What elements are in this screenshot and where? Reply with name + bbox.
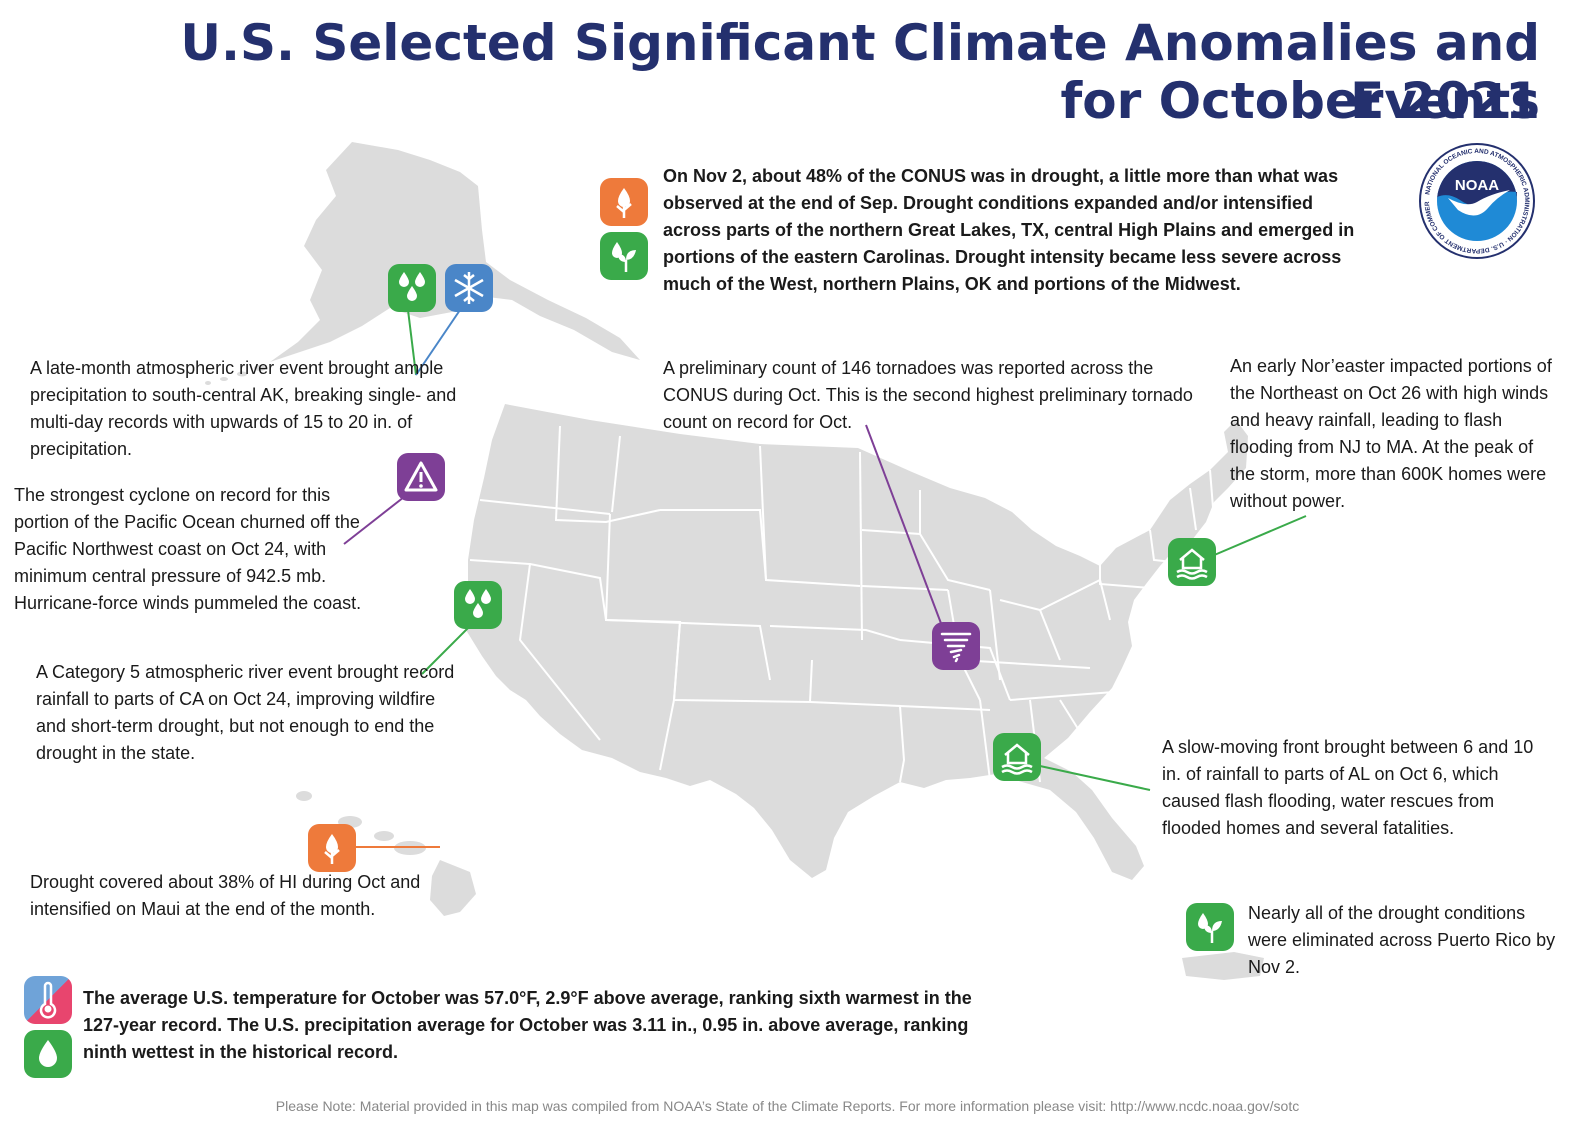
flood-icon xyxy=(1168,538,1216,586)
alaska-landmass xyxy=(270,142,640,362)
snowflake-icon xyxy=(445,264,493,312)
tornado-icon xyxy=(932,622,980,670)
map-subtitle: for October 2021 xyxy=(1060,72,1541,130)
drought-icon xyxy=(308,824,356,872)
leader-lines xyxy=(343,309,1307,848)
noreaster-text: An early Nor’easter impacted portions of… xyxy=(1230,356,1552,511)
flood-icon xyxy=(993,733,1041,781)
alaska-text: A late-month atmospheric river event bro… xyxy=(30,358,457,459)
noaa-logo-text: NOAA xyxy=(1455,177,1499,194)
aleutian-islands xyxy=(205,365,266,385)
precipitation-icon xyxy=(24,1030,72,1078)
alabama-text: A slow-moving front brought between 6 an… xyxy=(1162,737,1534,838)
hawaii-text: Drought covered about 38% of HI during O… xyxy=(30,872,421,919)
drought-conus-text: On Nov 2, about 48% of the CONUS was in … xyxy=(663,166,1355,294)
footer-note: Please Note: Material provided in this m… xyxy=(275,1098,1300,1114)
puerto-rico xyxy=(1182,952,1264,980)
drought-icon xyxy=(600,178,648,226)
drought-improvement-icon xyxy=(1186,903,1234,951)
state-boundaries xyxy=(469,425,1215,783)
map-title: U.S. Selected Significant Climate Anomal… xyxy=(180,14,1540,130)
cyclone-text: The strongest cyclone on record for this… xyxy=(14,485,362,613)
puerto-rico-text: Nearly all of the drought conditions wer… xyxy=(1248,903,1556,977)
conus-landmass xyxy=(466,404,1248,880)
heavy-precipitation-icon xyxy=(454,581,502,629)
noaa-logo: NATIONAL OCEANIC AND ATMOSPHERIC ADMINIS… xyxy=(1416,137,1536,260)
hawaii-islands xyxy=(296,791,476,916)
thermometer-icon xyxy=(24,976,72,1024)
california-text: A Category 5 atmospheric river event bro… xyxy=(36,662,455,763)
drought-improvement-icon xyxy=(600,232,648,280)
warning-icon xyxy=(397,453,445,501)
heavy-precipitation-icon xyxy=(388,264,436,312)
tornado-text: A preliminary count of 146 tornadoes was… xyxy=(663,358,1193,432)
national-summary-text: The average U.S. temperature for October… xyxy=(83,988,972,1062)
